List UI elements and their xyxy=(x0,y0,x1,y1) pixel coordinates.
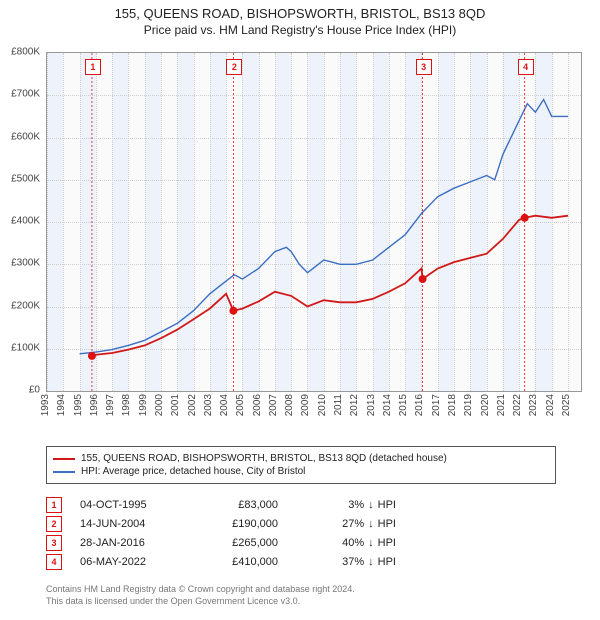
x-tick-label: 2004 xyxy=(219,394,230,416)
tx-price: £410,000 xyxy=(198,556,278,568)
tx-date: 06-MAY-2022 xyxy=(80,556,180,568)
legend-swatch-paid xyxy=(53,458,75,460)
footer-line-1: Contains HM Land Registry data © Crown c… xyxy=(46,584,566,596)
footer-line-2: This data is licensed under the Open Gov… xyxy=(46,596,566,608)
x-tick-label: 1995 xyxy=(73,394,84,416)
x-tick-label: 2025 xyxy=(561,394,572,416)
x-tick-label: 2013 xyxy=(366,394,377,416)
down-arrow-icon: ↓ xyxy=(368,537,374,549)
legend-swatch-hpi xyxy=(53,471,75,473)
x-tick-label: 2009 xyxy=(300,394,311,416)
marker-1: 1 xyxy=(85,59,101,75)
marker-2: 2 xyxy=(226,59,242,75)
legend-row-hpi: HPI: Average price, detached house, City… xyxy=(53,466,549,477)
table-row: 2 14-JUN-2004 £190,000 27% ↓ HPI xyxy=(46,516,566,532)
tx-pct: 27% ↓ HPI xyxy=(296,518,396,530)
page-title: 155, QUEENS ROAD, BISHOPSWORTH, BRISTOL,… xyxy=(0,6,600,21)
y-tick-label: £600K xyxy=(11,131,40,142)
legend: 155, QUEENS ROAD, BISHOPSWORTH, BRISTOL,… xyxy=(46,446,556,484)
x-tick-label: 2018 xyxy=(447,394,458,416)
legend-label-paid: 155, QUEENS ROAD, BISHOPSWORTH, BRISTOL,… xyxy=(81,453,447,464)
x-tick-label: 2014 xyxy=(382,394,393,416)
x-axis-labels: 1993199419951996199719981999200020012002… xyxy=(46,392,580,442)
tx-price: £265,000 xyxy=(198,537,278,549)
down-arrow-icon: ↓ xyxy=(368,499,374,511)
series-paid xyxy=(92,216,568,356)
y-tick-label: £400K xyxy=(11,216,40,227)
legend-label-hpi: HPI: Average price, detached house, City… xyxy=(81,466,305,477)
x-tick-label: 2015 xyxy=(398,394,409,416)
tx-pct: 3% ↓ HPI xyxy=(296,499,396,511)
x-tick-label: 2002 xyxy=(187,394,198,416)
x-tick-label: 2000 xyxy=(154,394,165,416)
y-tick-label: £500K xyxy=(11,173,40,184)
marker-3: 3 xyxy=(416,59,432,75)
x-tick-label: 1999 xyxy=(138,394,149,416)
transactions-table: 1 04-OCT-1995 £83,000 3% ↓ HPI 2 14-JUN-2004 £… xyxy=(46,494,566,573)
x-tick-label: 2003 xyxy=(203,394,214,416)
x-tick-label: 2001 xyxy=(170,394,181,416)
x-tick-label: 1994 xyxy=(56,394,67,416)
tx-date: 28-JAN-2016 xyxy=(80,537,180,549)
x-tick-label: 2022 xyxy=(512,394,523,416)
tx-num: 3 xyxy=(46,535,62,551)
x-tick-label: 2020 xyxy=(480,394,491,416)
tx-num: 1 xyxy=(46,497,62,513)
x-tick-label: 1998 xyxy=(121,394,132,416)
x-tick-label: 2019 xyxy=(463,394,474,416)
table-row: 1 04-OCT-1995 £83,000 3% ↓ HPI xyxy=(46,497,566,513)
table-row: 4 06-MAY-2022 £410,000 37% ↓ HPI xyxy=(46,554,566,570)
x-tick-label: 1993 xyxy=(40,394,51,416)
tx-pct: 40% ↓ HPI xyxy=(296,537,396,549)
tx-date: 14-JUN-2004 xyxy=(80,518,180,530)
table-row: 3 28-JAN-2016 £265,000 40% ↓ HPI xyxy=(46,535,566,551)
y-tick-label: £0 xyxy=(29,385,40,396)
legend-row-paid: 155, QUEENS ROAD, BISHOPSWORTH, BRISTOL,… xyxy=(53,453,549,464)
y-axis-labels: £0£100K£200K£300K£400K£500K£600K£700K£80… xyxy=(0,52,44,390)
y-tick-label: £200K xyxy=(11,300,40,311)
x-tick-label: 2007 xyxy=(268,394,279,416)
down-arrow-icon: ↓ xyxy=(368,556,374,568)
chart-svg xyxy=(47,53,581,391)
tx-pct: 37% ↓ HPI xyxy=(296,556,396,568)
y-tick-label: £800K xyxy=(11,47,40,58)
x-tick-label: 2008 xyxy=(284,394,295,416)
y-tick-label: £700K xyxy=(11,89,40,100)
x-tick-label: 2012 xyxy=(349,394,360,416)
tx-date: 04-OCT-1995 xyxy=(80,499,180,511)
x-tick-label: 1997 xyxy=(105,394,116,416)
marker-4: 4 xyxy=(518,59,534,75)
x-tick-label: 1996 xyxy=(89,394,100,416)
price-chart: 1 2 3 4 xyxy=(46,52,582,392)
x-tick-label: 2010 xyxy=(317,394,328,416)
y-tick-label: £300K xyxy=(11,258,40,269)
tx-price: £83,000 xyxy=(198,499,278,511)
footer-attrib: Contains HM Land Registry data © Crown c… xyxy=(46,584,566,607)
series-hpi xyxy=(80,100,568,354)
x-tick-label: 2011 xyxy=(333,394,344,416)
x-tick-label: 2021 xyxy=(496,394,507,416)
y-tick-label: £100K xyxy=(11,342,40,353)
tx-num: 4 xyxy=(46,554,62,570)
x-tick-label: 2006 xyxy=(252,394,263,416)
x-tick-label: 2023 xyxy=(528,394,539,416)
x-tick-label: 2016 xyxy=(414,394,425,416)
page-subtitle: Price paid vs. HM Land Registry's House … xyxy=(0,23,600,37)
tx-num: 2 xyxy=(46,516,62,532)
down-arrow-icon: ↓ xyxy=(368,518,374,530)
x-tick-label: 2005 xyxy=(235,394,246,416)
x-tick-label: 2024 xyxy=(545,394,556,416)
x-tick-label: 2017 xyxy=(431,394,442,416)
tx-price: £190,000 xyxy=(198,518,278,530)
